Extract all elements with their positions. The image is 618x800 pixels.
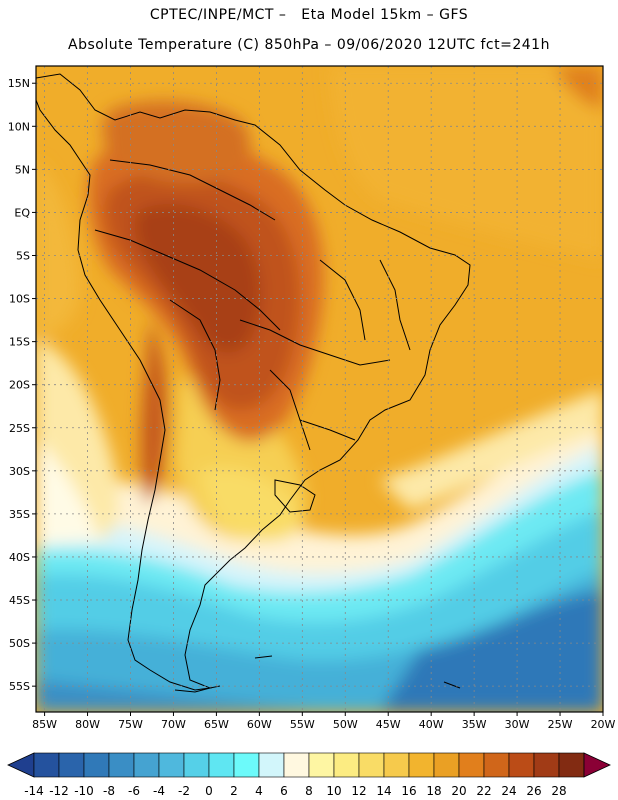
lat-label: 45S [9, 594, 30, 607]
lon-label: 25W [548, 718, 573, 731]
lon-label: 80W [75, 718, 100, 731]
lat-label: 5N [15, 163, 30, 176]
lon-label: 50W [333, 718, 358, 731]
temperature-field [36, 66, 603, 712]
colorbar-label: 14 [376, 784, 391, 798]
colorbar-swatch [233, 752, 260, 778]
colorbar-label: 28 [551, 784, 566, 798]
lon-label: 60W [247, 718, 272, 731]
colorbar-label: -2 [178, 784, 190, 798]
plot-frame [35, 65, 604, 713]
lat-label: EQ [14, 206, 30, 219]
lat-label: 15N [8, 77, 30, 90]
colorbar-swatch [258, 752, 285, 778]
map-title-line2: Absolute Temperature (C) 850hPa – 09/06/… [68, 37, 550, 53]
colorbar-swatch [283, 752, 310, 778]
colorbar-swatch [533, 752, 560, 778]
colorbar-label: -6 [128, 784, 140, 798]
colorbar-swatch [208, 752, 235, 778]
colorbar-swatch [408, 752, 435, 778]
colorbar: -14 -12 -10 -8 -6 -4 -2 0 2 4 6 8 10 12 14 16 18 20 22 24 26… [7, 752, 611, 798]
lon-label: 35W [462, 718, 487, 731]
colorbar-swatch [508, 752, 535, 778]
latitude-labels: 15N 10N 5N EQ 5S 10S 15S 20S 25S 30S 35S 40S 45S 50S 5… [8, 77, 31, 693]
lon-label: 20W [591, 718, 616, 731]
colorbar-label: 18 [426, 784, 441, 798]
longitude-labels: 85W 80W 75W 70W 65W 60W 55W 50W 45W 40W 35W 30W 25W 2… [32, 718, 615, 731]
colorbar-swatch [383, 752, 410, 778]
lat-label: 15S [9, 336, 30, 349]
colorbar-label: 26 [526, 784, 541, 798]
colorbar-label: 12 [351, 784, 366, 798]
colorbar-label: 10 [326, 784, 341, 798]
colorbar-label: 16 [401, 784, 416, 798]
axis-ticks [32, 82, 604, 716]
lat-label: 50S [9, 637, 30, 650]
colorbar-label: 22 [476, 784, 491, 798]
lon-label: 30W [505, 718, 530, 731]
colorbar-label: -12 [49, 784, 69, 798]
colorbar-label: -14 [24, 784, 44, 798]
colorbar-label: 8 [305, 784, 313, 798]
colorbar-swatch [458, 752, 485, 778]
colorbar-swatch [108, 752, 135, 778]
lat-label: 35S [9, 508, 30, 521]
lat-label: 10N [8, 120, 30, 133]
lat-label: 30S [9, 465, 30, 478]
lat-label: 20S [9, 379, 30, 392]
colorbar-swatch [33, 752, 60, 778]
gridlines [36, 66, 603, 712]
lat-label: 10S [9, 293, 30, 306]
colorbar-swatch [333, 752, 360, 778]
colorbar-label: 0 [205, 784, 213, 798]
lon-label: 55W [290, 718, 315, 731]
colorbar-swatch [433, 752, 460, 778]
colorbar-label: -10 [74, 784, 94, 798]
lon-label: 70W [161, 718, 186, 731]
lat-label: 5S [16, 249, 30, 262]
colorbar-label: -8 [103, 784, 115, 798]
lon-label: 65W [204, 718, 229, 731]
lon-label: 85W [32, 718, 57, 731]
colorbar-swatch [558, 752, 585, 778]
colorbar-swatch [183, 752, 210, 778]
colorbar-label: -4 [153, 784, 165, 798]
colorbar-label: 2 [230, 784, 238, 798]
colorbar-right-arrow [583, 752, 611, 778]
colorbar-swatch [58, 752, 85, 778]
colorbar-swatch [483, 752, 510, 778]
colorbar-swatch [133, 752, 160, 778]
lon-label: 40W [419, 718, 444, 731]
lat-label: 55S [9, 680, 30, 693]
lat-label: 25S [9, 422, 30, 435]
lat-label: 40S [9, 551, 30, 564]
colorbar-label: 24 [501, 784, 516, 798]
lon-label: 45W [376, 718, 401, 731]
colorbar-swatch [83, 752, 110, 778]
colorbar-swatch [308, 752, 335, 778]
lon-label: 75W [118, 718, 143, 731]
colorbar-label: 6 [280, 784, 288, 798]
colorbar-swatch [158, 752, 185, 778]
coastlines [36, 73, 471, 693]
map-title-line1: CPTEC/INPE/MCT – Eta Model 15km – GFS [149, 7, 469, 23]
colorbar-left-arrow [7, 752, 35, 778]
colorbar-label: 20 [451, 784, 466, 798]
colorbar-swatch [358, 752, 385, 778]
colorbar-label: 4 [255, 784, 263, 798]
